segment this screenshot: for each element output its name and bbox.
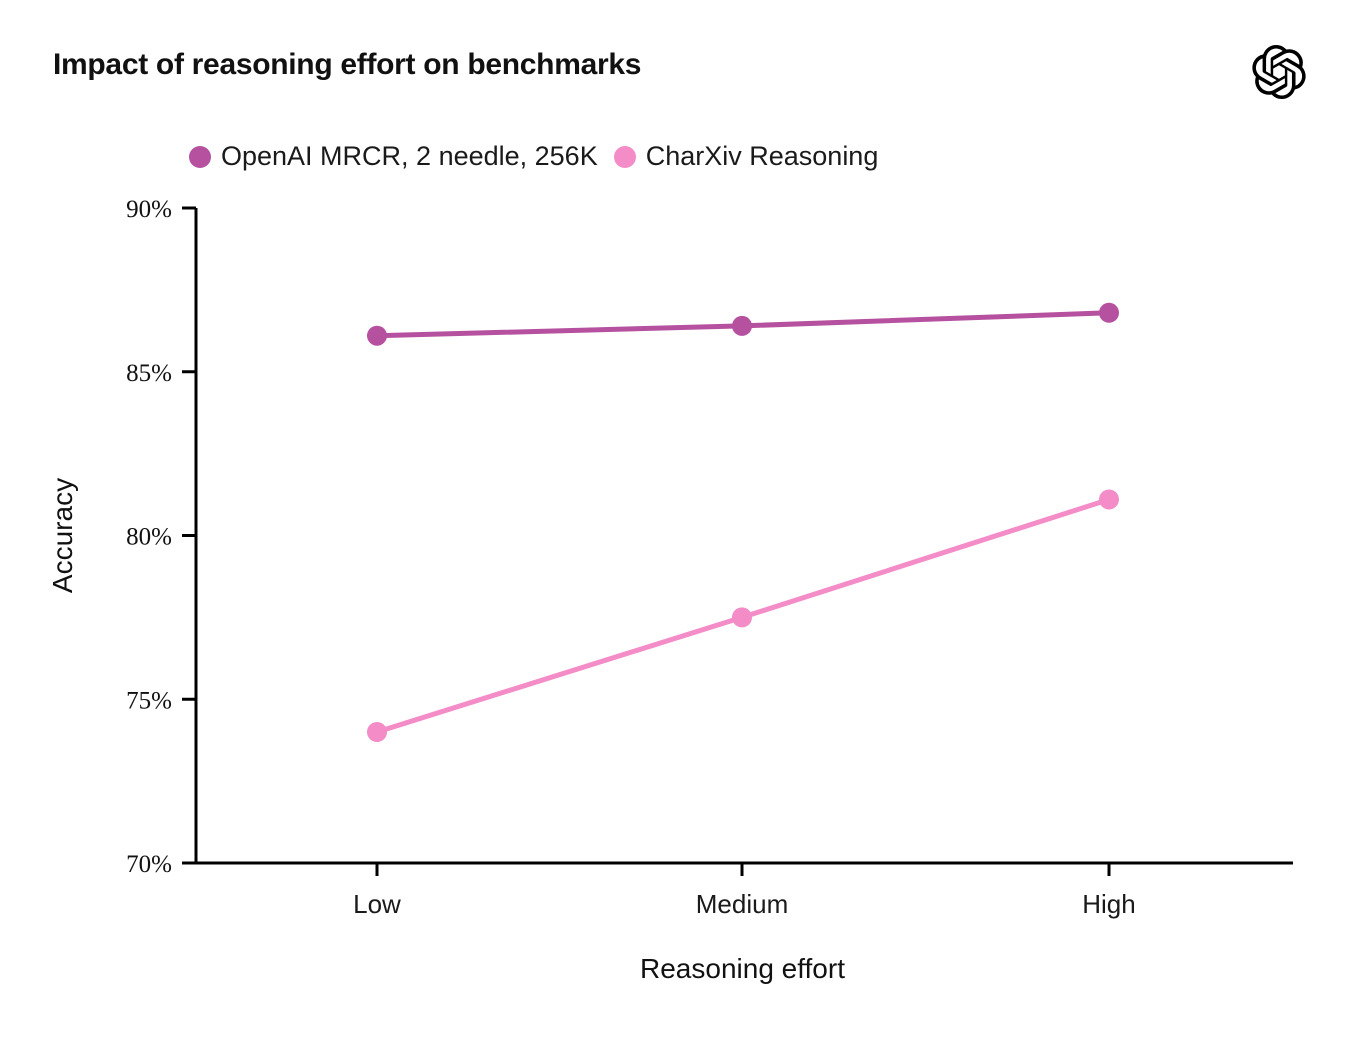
x-tick-label: Medium (696, 889, 788, 919)
y-tick-label: 90% (126, 196, 172, 223)
legend-marker-icon (189, 145, 211, 168)
legend-marker-icon (613, 145, 636, 168)
x-tick-label: Low (353, 889, 401, 919)
data-point-1-low (367, 722, 387, 742)
data-point-0-medium (732, 315, 752, 336)
data-point-1-high (1099, 489, 1119, 510)
legend-label: OpenAI MRCR, 2 needle, 256K (221, 141, 598, 171)
legend-item-0: OpenAI MRCR, 2 needle, 256K (189, 141, 598, 172)
legend-label: CharXiv Reasoning (645, 141, 879, 171)
y-tick-label: 75% (126, 687, 172, 714)
y-axis-title: Accuracy (47, 478, 78, 593)
data-point-0-high (1099, 302, 1119, 323)
legend: OpenAI MRCR, 2 needle, 256K CharXiv Reaso… (189, 141, 878, 172)
y-tick-label: 80% (126, 524, 172, 551)
chart-title: Impact of reasoning effort on benchmarks (53, 48, 642, 81)
y-tick-label: 70% (126, 851, 172, 878)
x-axis-title: Reasoning effort (640, 953, 845, 984)
x-tick-label: High (1082, 889, 1135, 919)
openai-logo-icon (1252, 45, 1306, 99)
legend-item-1: CharXiv Reasoning (613, 141, 879, 172)
data-point-1-medium (732, 607, 752, 628)
data-point-0-low (367, 325, 387, 346)
y-tick-label: 85% (126, 360, 172, 387)
